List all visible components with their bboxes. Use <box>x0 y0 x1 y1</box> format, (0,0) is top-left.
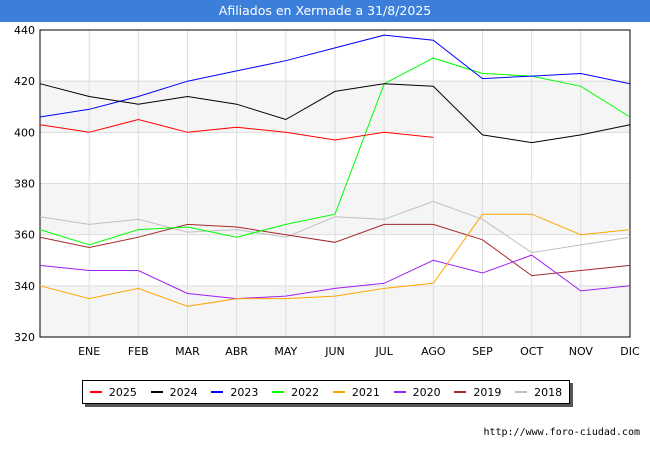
legend-swatch <box>454 391 467 393</box>
x-tick-label: ABR <box>225 345 248 358</box>
legend: 2025 2024 2023 2022 2021 2020 2019 2018 <box>82 380 570 404</box>
y-tick-label: 400 <box>14 126 35 139</box>
y-axis-ticks: 320 340 360 380 400 420 440 <box>14 24 35 344</box>
y-tick-label: 320 <box>14 331 35 344</box>
x-tick-label: DIC <box>620 345 640 358</box>
source-url: http://www.foro-ciudad.com <box>483 427 640 438</box>
series-lines <box>39 34 631 307</box>
x-tick-label: ENE <box>78 345 100 358</box>
legend-swatch <box>150 391 163 393</box>
x-axis-ticks: ENE FEB MAR ABR MAY JUN JUL AGO SEP OCT NOV DIC <box>78 345 640 358</box>
legend-swatch <box>332 391 345 393</box>
series-line-2025 <box>39 118 434 141</box>
x-tick-label: AGO <box>421 345 446 358</box>
legend-label: 2021 <box>351 385 380 399</box>
legend-label: 2022 <box>291 385 320 399</box>
plot-frame <box>39 29 631 338</box>
legend-label: 2018 <box>534 385 563 399</box>
x-tick-label: NOV <box>569 345 594 358</box>
series-line-2021 <box>39 213 631 307</box>
legend-swatch <box>393 391 406 393</box>
x-tick-label: MAR <box>175 345 200 358</box>
chart-title: Afiliados en Xermade a 31/8/2025 <box>0 0 650 22</box>
series-line-2024 <box>39 83 631 144</box>
legend-swatch <box>211 391 224 393</box>
legend-swatch <box>515 391 528 393</box>
y-tick-label: 380 <box>14 178 35 191</box>
legend-item-2022: 2022 <box>272 386 319 399</box>
legend-swatch <box>89 391 102 393</box>
legend-item-2021: 2021 <box>332 385 380 399</box>
series-line-2020 <box>39 254 631 300</box>
y-tick-label: 360 <box>14 229 35 242</box>
x-tick-label: JUN <box>324 345 345 358</box>
series-line-2023 <box>39 34 631 118</box>
legend-item-2019: 2019 <box>454 386 501 399</box>
legend-label: 2023 <box>230 385 259 399</box>
legend-label: 2025 <box>108 385 137 399</box>
legend-item-2025: 2025 <box>89 385 137 399</box>
y-tick-label: 340 <box>14 280 35 293</box>
legend-item-2024: 2024 <box>150 385 198 399</box>
legend-label: 2024 <box>169 385 198 399</box>
legend-item-2020: 2020 <box>393 385 441 399</box>
x-tick-label: SEP <box>472 345 493 358</box>
series-line-2018 <box>39 200 631 254</box>
x-tick-label: FEB <box>128 345 149 358</box>
legend-swatch <box>272 391 285 393</box>
legend-item-2023: 2023 <box>211 386 258 399</box>
y-tick-label: 420 <box>14 75 35 88</box>
legend-item-2018: 2018 <box>515 386 562 399</box>
x-tick-label: JUL <box>374 345 393 358</box>
legend-label: 2019 <box>473 385 502 399</box>
x-tick-label: MAY <box>274 345 297 358</box>
series-line-2019 <box>39 223 631 277</box>
x-tick-label: OCT <box>520 345 543 358</box>
y-tick-label: 440 <box>14 24 35 37</box>
legend-label: 2020 <box>412 385 441 399</box>
